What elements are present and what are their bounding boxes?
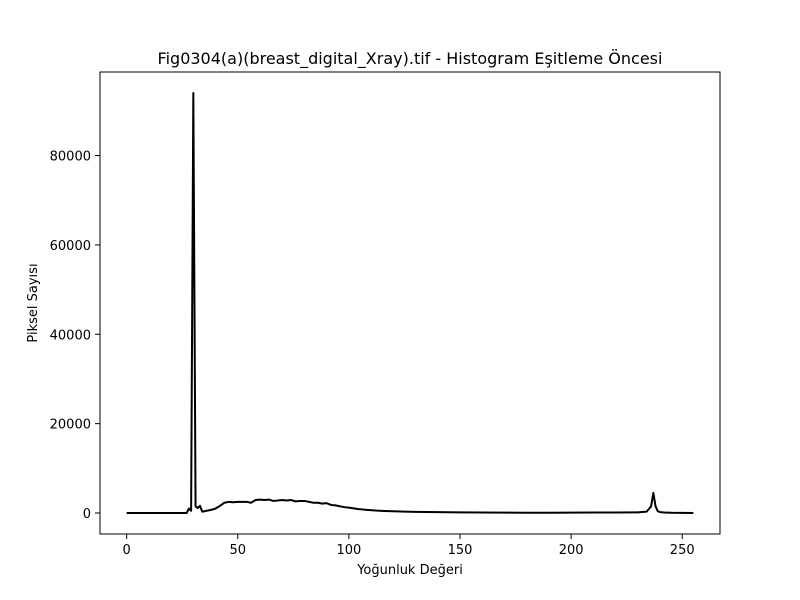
chart-title: Fig0304(a)(breast_digital_Xray).tif - Hi…: [158, 49, 663, 69]
y-tick-label: 80000: [50, 150, 91, 165]
x-tick-label: 0: [123, 543, 131, 558]
y-tick-label: 0: [83, 507, 91, 522]
plot-area: [99, 71, 721, 535]
x-axis: 0 50 100 150 200 250: [123, 534, 695, 558]
y-tick-label: 40000: [50, 328, 91, 343]
x-tick-label: 250: [670, 543, 695, 558]
x-axis-label: Yoğunluk Değeri: [356, 563, 463, 578]
y-tick-label: 60000: [50, 239, 91, 254]
plot-frame: [99, 71, 721, 535]
x-tick-label: 100: [336, 543, 361, 558]
y-axis-label: Piksel Sayısı: [26, 263, 41, 342]
x-tick-label: 50: [230, 543, 247, 558]
x-tick-label: 200: [559, 543, 584, 558]
histogram-line: [126, 92, 694, 514]
x-tick-label: 150: [448, 543, 473, 558]
y-axis: 0 20000 40000 60000 80000: [50, 150, 100, 522]
y-tick-label: 20000: [50, 418, 91, 433]
